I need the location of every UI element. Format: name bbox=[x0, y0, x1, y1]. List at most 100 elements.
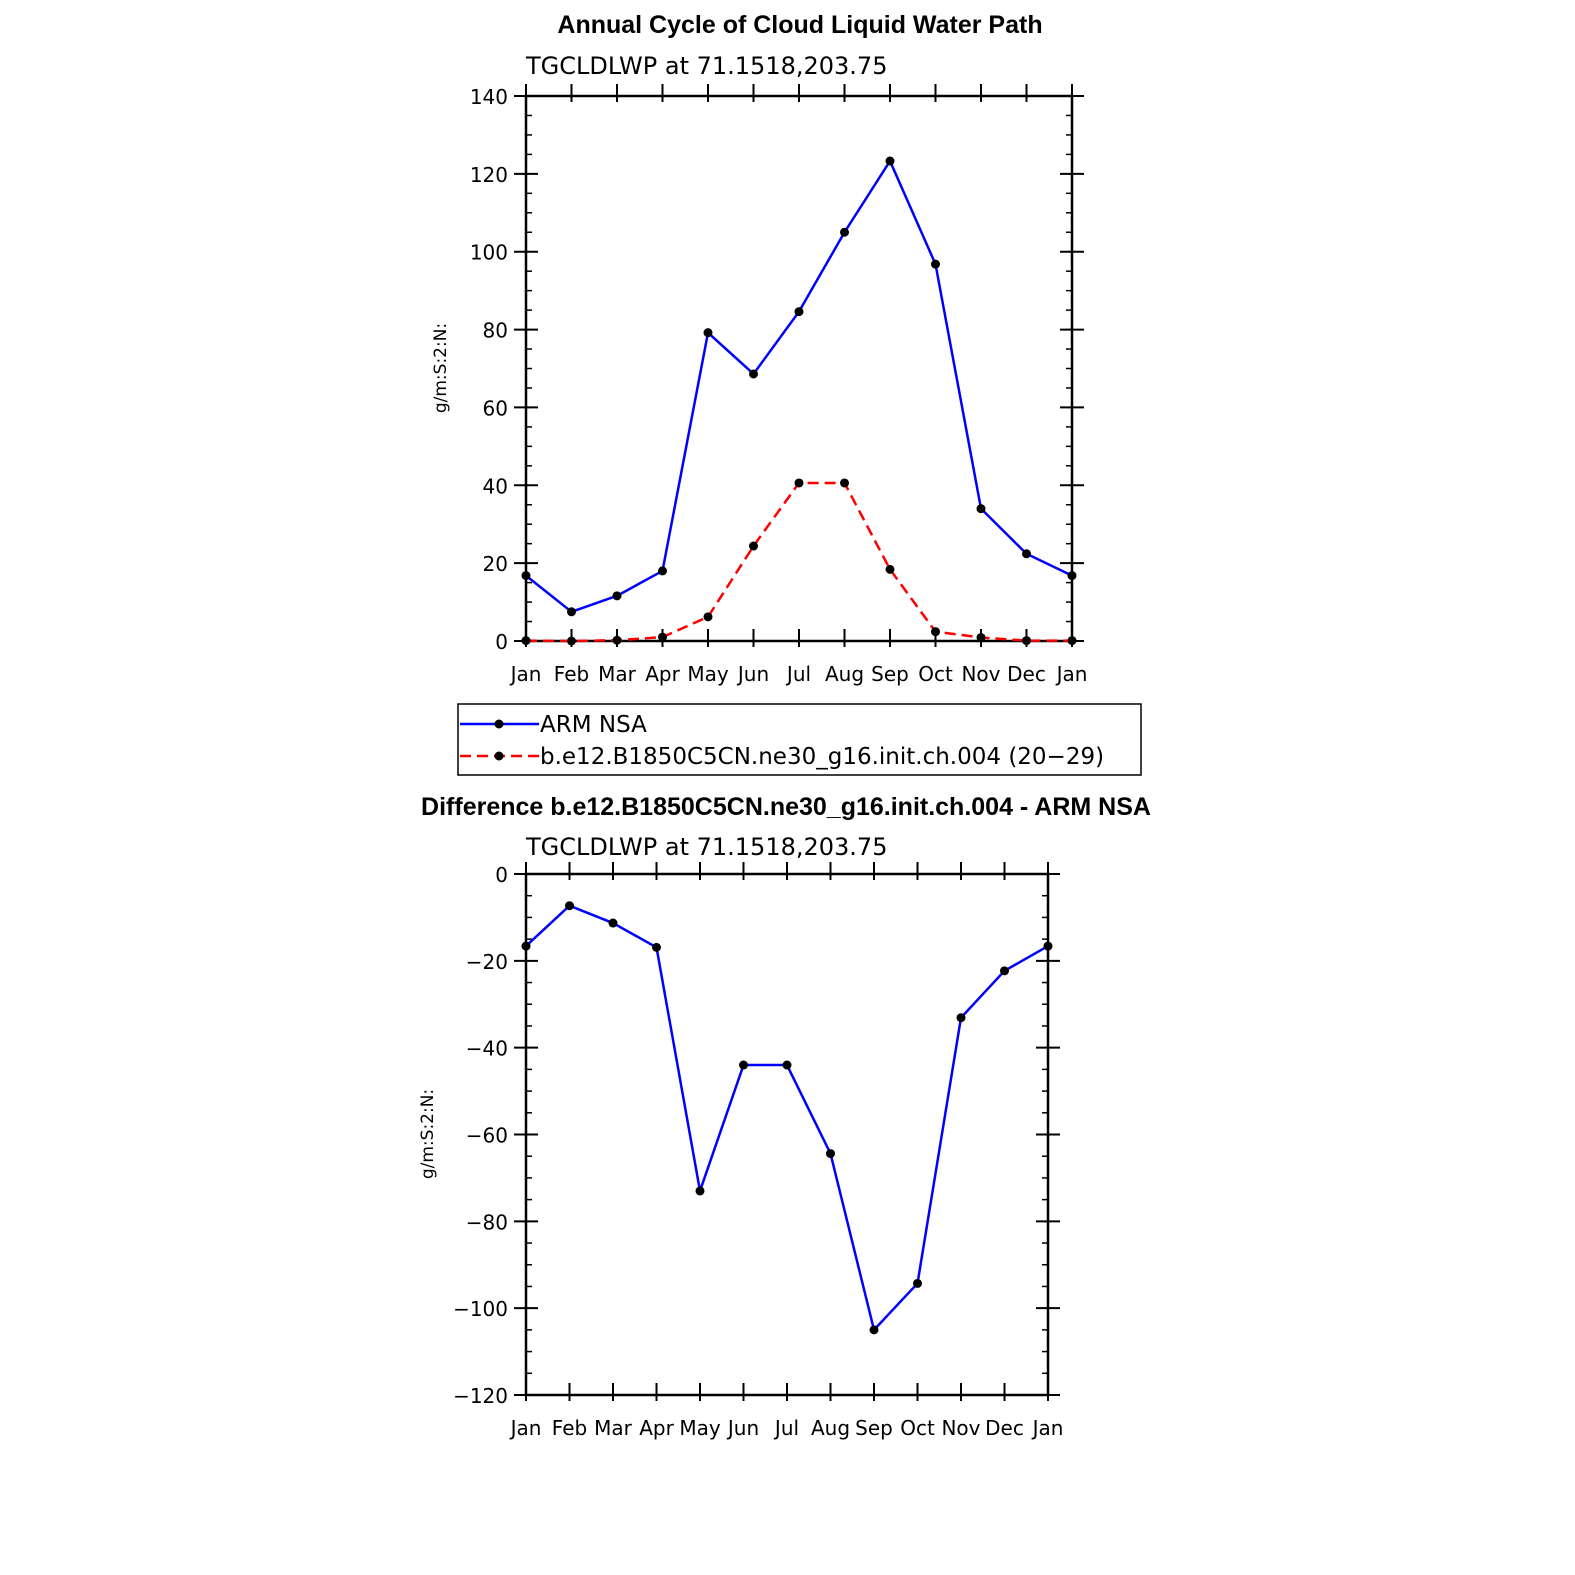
x-tick-label: Nov bbox=[941, 1416, 980, 1440]
data-point bbox=[608, 918, 618, 928]
y-tick-label: 80 bbox=[483, 319, 508, 343]
data-point bbox=[885, 564, 895, 574]
data-point bbox=[521, 571, 531, 581]
data-point bbox=[612, 635, 622, 645]
chart-ticks: Jan Feb Mar Apr May Jun Jul Aug Sep Oct Nov Dec Jan 0… bbox=[453, 862, 1063, 1440]
data-point bbox=[695, 1186, 705, 1196]
x-tick-label: Jan bbox=[1031, 1416, 1064, 1440]
legend-marker-model bbox=[494, 751, 504, 761]
x-tick-label: Sep bbox=[871, 662, 909, 686]
x-tick-label: May bbox=[687, 662, 729, 686]
chart-subtitle: TGCLDLWP at 71.1518,203.75 bbox=[525, 833, 887, 861]
data-point bbox=[565, 901, 574, 911]
y-tick-label: 120 bbox=[470, 163, 508, 187]
chart-title: Difference b.e12.B1850C5CN.ne30_g16.init… bbox=[421, 793, 1151, 821]
data-point bbox=[913, 1278, 922, 1288]
x-tick-label: Mar bbox=[598, 662, 637, 686]
annual-cycle-chart: Annual Cycle of Cloud Liquid Water Path … bbox=[431, 11, 1087, 686]
data-point bbox=[739, 1060, 748, 1070]
x-tick-label: Apr bbox=[639, 1416, 674, 1440]
data-point bbox=[749, 369, 758, 379]
data-point bbox=[931, 627, 940, 637]
x-tick-label: Oct bbox=[918, 662, 953, 686]
data-point bbox=[976, 632, 986, 642]
legend-label-model: b.e12.B1850C5CN.ne30_g16.init.ch.004 (20… bbox=[540, 744, 1104, 770]
data-point bbox=[1022, 549, 1031, 559]
x-tick-label: Jan bbox=[509, 1416, 542, 1440]
x-tick-label: Jan bbox=[1055, 662, 1088, 686]
x-tick-label: Nov bbox=[961, 662, 1000, 686]
y-tick-label: 60 bbox=[483, 396, 508, 420]
y-axis-label: g/m:S:2:N: bbox=[431, 323, 451, 413]
x-tick-label: Dec bbox=[1007, 662, 1046, 686]
series-line-0 bbox=[525, 159, 1073, 614]
legend: ARM NSA b.e12.B1850C5CN.ne30_g16.init.ch… bbox=[457, 703, 1142, 776]
x-tick-label: Jan bbox=[509, 662, 542, 686]
data-point bbox=[826, 1149, 835, 1159]
legend-label-arm-nsa: ARM NSA bbox=[540, 712, 647, 738]
x-tick-label: Oct bbox=[900, 1416, 935, 1440]
data-point bbox=[1067, 636, 1077, 646]
x-tick-label: Jun bbox=[726, 1416, 759, 1440]
data-point bbox=[1067, 571, 1077, 581]
data-point bbox=[794, 478, 804, 488]
y-tick-label: 0 bbox=[495, 630, 508, 654]
legend-marker-arm-nsa bbox=[494, 719, 504, 729]
y-axis-label: g/m:S:2:N: bbox=[418, 1089, 438, 1179]
x-tick-label: Jul bbox=[785, 662, 811, 686]
data-point bbox=[703, 328, 713, 338]
data-point bbox=[1043, 941, 1053, 951]
data-point bbox=[885, 156, 895, 166]
y-tick-label: −120 bbox=[453, 1384, 508, 1408]
y-tick-label: 20 bbox=[483, 552, 508, 576]
y-tick-label: 140 bbox=[470, 85, 508, 109]
plot-frame bbox=[524, 94, 1074, 643]
chart-series bbox=[521, 901, 1053, 1335]
series-line-0 bbox=[525, 904, 1049, 1332]
chart-series bbox=[521, 156, 1077, 646]
x-tick-label: Dec bbox=[985, 1416, 1024, 1440]
y-tick-label: 100 bbox=[470, 241, 508, 265]
data-point bbox=[703, 612, 713, 622]
x-tick-label: May bbox=[679, 1416, 721, 1440]
x-tick-label: Aug bbox=[811, 1416, 850, 1440]
data-point bbox=[869, 1325, 879, 1335]
data-point bbox=[521, 941, 531, 951]
chart-title: Annual Cycle of Cloud Liquid Water Path bbox=[557, 11, 1042, 39]
y-tick-label: −80 bbox=[466, 1210, 508, 1234]
series-line-1 bbox=[525, 481, 1072, 643]
data-point bbox=[567, 607, 576, 617]
data-point bbox=[840, 227, 849, 237]
data-point bbox=[931, 259, 940, 269]
data-point bbox=[1000, 966, 1009, 976]
data-point bbox=[567, 636, 576, 646]
data-point bbox=[658, 566, 667, 576]
data-point bbox=[749, 541, 758, 551]
x-tick-label: Sep bbox=[855, 1416, 893, 1440]
plot-frame bbox=[524, 872, 1050, 1397]
data-point bbox=[521, 636, 531, 646]
data-point bbox=[794, 307, 804, 317]
chart-subtitle: TGCLDLWP at 71.1518,203.75 bbox=[525, 52, 887, 80]
x-tick-label: Mar bbox=[594, 1416, 633, 1440]
data-point bbox=[1022, 636, 1031, 646]
x-tick-label: Aug bbox=[825, 662, 864, 686]
y-tick-label: 0 bbox=[495, 863, 508, 887]
y-tick-label: −20 bbox=[466, 950, 508, 974]
data-point bbox=[956, 1013, 966, 1023]
data-point bbox=[652, 942, 661, 952]
y-tick-label: −40 bbox=[466, 1037, 508, 1061]
chart-ticks: Jan Feb Mar Apr May Jun Jul Aug Sep Oct Nov Dec Jan0… bbox=[470, 84, 1088, 686]
y-tick-label: 40 bbox=[483, 474, 508, 498]
y-tick-label: −60 bbox=[466, 1124, 508, 1148]
x-tick-label: Feb bbox=[552, 1416, 587, 1440]
difference-chart: Difference b.e12.B1850C5CN.ne30_g16.init… bbox=[418, 793, 1151, 1440]
data-point bbox=[840, 478, 849, 488]
x-tick-label: Apr bbox=[645, 662, 680, 686]
legend-box bbox=[457, 703, 1142, 776]
data-point bbox=[612, 591, 622, 601]
data-point bbox=[658, 632, 667, 642]
x-tick-label: Jun bbox=[736, 662, 769, 686]
x-tick-label: Jul bbox=[773, 1416, 799, 1440]
